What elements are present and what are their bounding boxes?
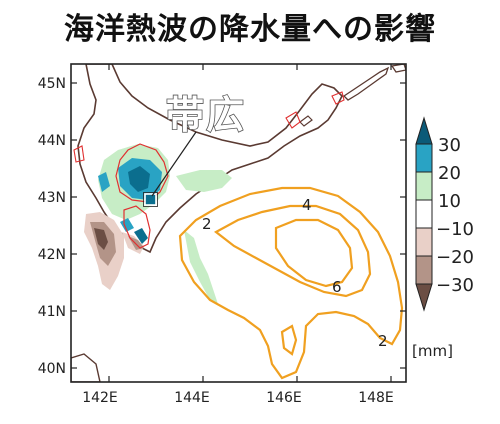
- lat-tick-40n: 40N: [38, 361, 66, 377]
- map-title: 海洋熱波の降水量への影響: [64, 12, 436, 47]
- colorbar-top-arrow: [415, 116, 433, 145]
- colorbar-bottom-arrow: [415, 283, 433, 312]
- lon-tick-148e: 148E: [358, 390, 394, 406]
- red-contour-2: [123, 205, 151, 249]
- lon-tick-142e: 142E: [82, 390, 118, 406]
- colorbar-seg-30: [415, 143, 433, 173]
- obihiro-leader-line: [151, 131, 197, 197]
- red-contour-3: [285, 111, 301, 129]
- positive-shade-high: [128, 166, 150, 192]
- colorbar-seg-neg10: [415, 227, 433, 257]
- lat-tick-45n: 45N: [38, 76, 66, 92]
- colorbar-tick-neg10: −10: [436, 219, 474, 240]
- lat-tick-44n: 44N: [38, 133, 66, 149]
- positive-shade-low-2: [176, 170, 232, 192]
- longitude-axis: 142E 144E 146E 148E: [82, 64, 394, 406]
- sst-contour-6: [274, 218, 354, 288]
- city-label-obihiro: 帯広: [166, 93, 246, 137]
- lon-tick-144e: 144E: [174, 390, 210, 406]
- contour-label-6: 6: [332, 278, 342, 296]
- lat-tick-43n: 43N: [38, 190, 66, 206]
- map-frame: [70, 63, 407, 383]
- colorbar-tick-neg30: −30: [436, 275, 474, 296]
- sst-contour-4: [213, 204, 372, 298]
- colorbar: 30 20 10 −10 −20 −30 [mm]: [412, 116, 474, 360]
- lon-tick-146e: 146E: [266, 390, 302, 406]
- contour-label-2b: 2: [378, 332, 388, 350]
- contour-label-2a: 2: [202, 215, 212, 233]
- lat-tick-42n: 42N: [38, 247, 66, 263]
- colorbar-tick-neg20: −20: [436, 247, 474, 268]
- sst-contour-2: [178, 186, 404, 380]
- colorbar-tick-30: 30: [438, 135, 461, 156]
- colorbar-tick-20: 20: [438, 163, 461, 184]
- lat-tick-41n: 41N: [38, 304, 66, 320]
- kuril-island-1: [342, 66, 390, 101]
- positive-shade-mid-2: [98, 172, 110, 192]
- positive-shade-high-2: [134, 228, 148, 244]
- colorbar-seg-20: [415, 171, 433, 201]
- colorbar-tick-10: 10: [438, 191, 461, 212]
- red-contour-4: [331, 91, 345, 105]
- obihiro-marker: [144, 193, 157, 206]
- kuril-island-3: [299, 115, 313, 127]
- sst-contour-2-small: [280, 324, 298, 356]
- contour-label-4: 4: [302, 196, 312, 214]
- colorbar-seg-10: [415, 199, 433, 229]
- colorbar-seg-neg20: [415, 255, 433, 285]
- honshu-tip: [71, 353, 101, 382]
- colorbar-unit: [mm]: [412, 342, 453, 360]
- red-contour-5: [73, 145, 85, 163]
- negative-shade-high: [94, 228, 108, 250]
- positive-shade-low-3: [184, 230, 218, 304]
- latitude-axis: 45N 44N 43N 42N 41N 40N: [38, 76, 406, 377]
